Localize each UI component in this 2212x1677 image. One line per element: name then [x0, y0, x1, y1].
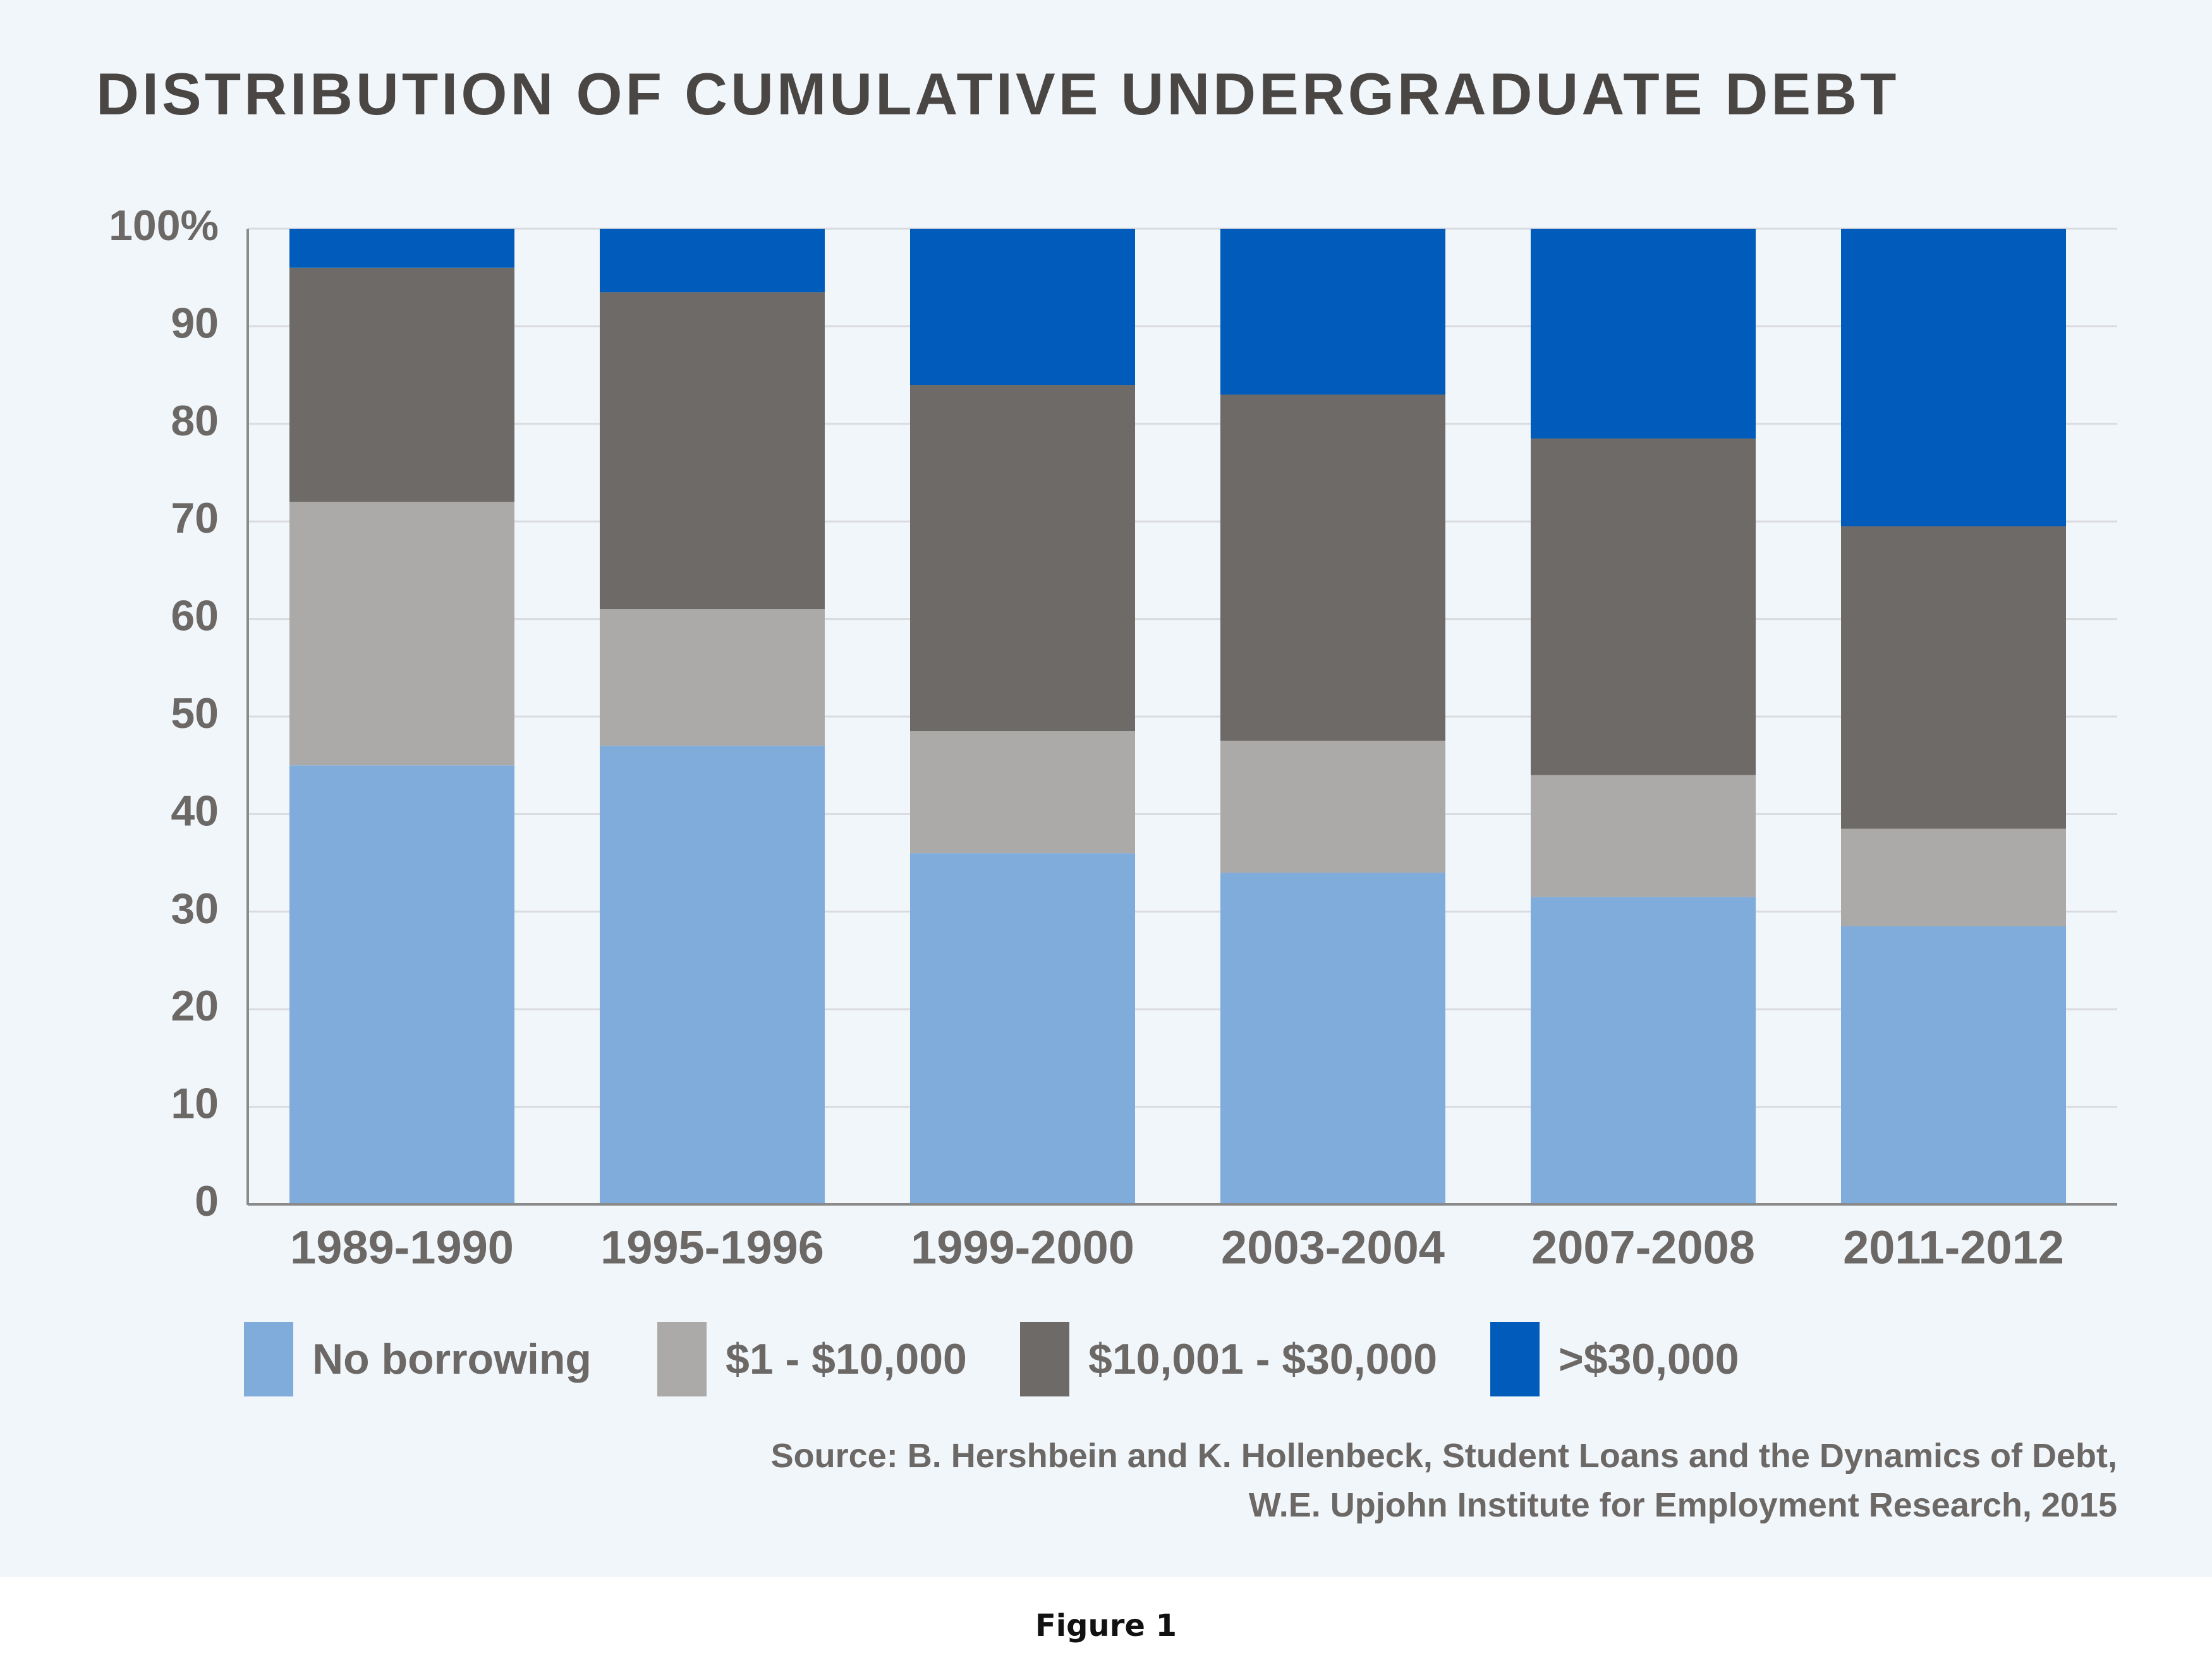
x-tick-label-2003-2004: 2003-2004	[1221, 1221, 1445, 1274]
y-tick-label-100: 100%	[109, 202, 219, 250]
bar-1989-1990-series-2	[289, 267, 514, 502]
bar-2011-2012-series-0	[1841, 926, 2066, 1204]
source-note: Source: B. Hershbein and K. Hollenbeck, …	[771, 1431, 2117, 1530]
x-tick-label-1989-1990: 1989-1990	[290, 1221, 514, 1274]
legend-item-10001-to-30000: $10,001 - $30,000	[1020, 1322, 1437, 1396]
bar-1999-2000-series-0	[910, 853, 1135, 1204]
source-line-2: W.E. Upjohn Institute for Employment Res…	[1248, 1486, 2117, 1524]
legend-label-over-30000: >$30,000	[1559, 1335, 1739, 1383]
source-line-1: Source: B. Hershbein and K. Hollenbeck, …	[770, 1437, 2117, 1475]
y-tick-labels: 0 10 20 30 40 50 60 70 80 90 100%	[109, 202, 219, 1225]
stacked-bar-chart: 0 10 20 30 40 50 60 70 80 90 100% 1989-1990 1995-19…	[109, 202, 2117, 1274]
bar-2007-2008-series-2	[1531, 438, 1756, 775]
legend-label-no-borrowing: No borrowing	[312, 1335, 592, 1383]
bar-2003-2004-series-0	[1220, 873, 1445, 1204]
bar-1995-1996-series-0	[600, 746, 825, 1204]
x-tick-label-1999-2000: 1999-2000	[911, 1221, 1134, 1274]
bars	[289, 229, 2066, 1204]
bar-2007-2008-series-1	[1531, 775, 1756, 897]
y-tick-label-20: 20	[171, 982, 219, 1030]
bar-2003-2004-series-2	[1220, 394, 1445, 741]
bar-1995-1996-series-3	[600, 229, 825, 293]
chart-title: DISTRIBUTION OF CUMULATIVE UNDERGRADUATE…	[96, 61, 1900, 127]
legend-label-1-to-10000: $1 - $10,000	[726, 1335, 967, 1383]
bar-2003-2004-series-3	[1220, 229, 1445, 395]
y-tick-label-40: 40	[171, 787, 219, 835]
bar-2011-2012-series-1	[1841, 828, 2066, 926]
legend-item-1-to-10000: $1 - $10,000	[657, 1322, 967, 1396]
y-tick-label-60: 60	[171, 592, 219, 640]
bar-1989-1990-series-0	[289, 765, 514, 1204]
x-tick-labels: 1989-1990 1995-1996 1999-2000 2003-2004 2007…	[290, 1221, 2064, 1274]
bar-2011-2012-series-2	[1841, 526, 2066, 829]
y-tick-label-90: 90	[171, 299, 219, 347]
bar-1999-2000-series-2	[910, 385, 1135, 732]
y-tick-label-0: 0	[195, 1177, 219, 1225]
bar-2011-2012-series-3	[1841, 229, 2066, 526]
figure-caption: Figure 1	[1035, 1608, 1177, 1644]
y-tick-label-30: 30	[171, 885, 219, 933]
y-tick-label-50: 50	[171, 689, 219, 737]
legend-swatch-1-to-10000	[657, 1322, 707, 1396]
legend-swatch-over-30000	[1490, 1322, 1540, 1396]
bar-1989-1990-series-1	[289, 502, 514, 766]
x-tick-label-2011-2012: 2011-2012	[1843, 1221, 2064, 1274]
y-tick-label-80: 80	[171, 397, 219, 445]
bar-2007-2008-series-3	[1531, 229, 1756, 439]
y-tick-label-10: 10	[171, 1080, 219, 1128]
bar-1995-1996-series-1	[600, 609, 825, 746]
legend-item-no-borrowing: No borrowing	[244, 1322, 592, 1396]
axes	[246, 229, 2117, 1206]
legend-item-over-30000: >$30,000	[1490, 1322, 1739, 1396]
bar-2007-2008-series-0	[1531, 897, 1756, 1204]
bar-1995-1996-series-2	[600, 292, 825, 610]
bar-2003-2004-series-1	[1220, 741, 1445, 873]
legend: No borrowing $1 - $10,000 $10,001 - $30,…	[0, 1322, 2212, 1396]
legend-swatch-no-borrowing	[244, 1322, 293, 1396]
legend-swatch-10001-to-30000	[1020, 1322, 1069, 1396]
bar-1999-2000-series-1	[910, 731, 1135, 854]
x-tick-label-2007-2008: 2007-2008	[1531, 1221, 1755, 1274]
chart-panel: DISTRIBUTION OF CUMULATIVE UNDERGRADUATE…	[0, 0, 2212, 1577]
legend-label-10001-to-30000: $10,001 - $30,000	[1088, 1335, 1438, 1383]
gridlines	[248, 227, 2117, 1108]
y-tick-label-70: 70	[171, 494, 219, 542]
bar-1989-1990-series-3	[289, 229, 514, 268]
bar-1999-2000-series-3	[910, 229, 1135, 385]
x-tick-label-1995-1996: 1995-1996	[600, 1221, 824, 1274]
